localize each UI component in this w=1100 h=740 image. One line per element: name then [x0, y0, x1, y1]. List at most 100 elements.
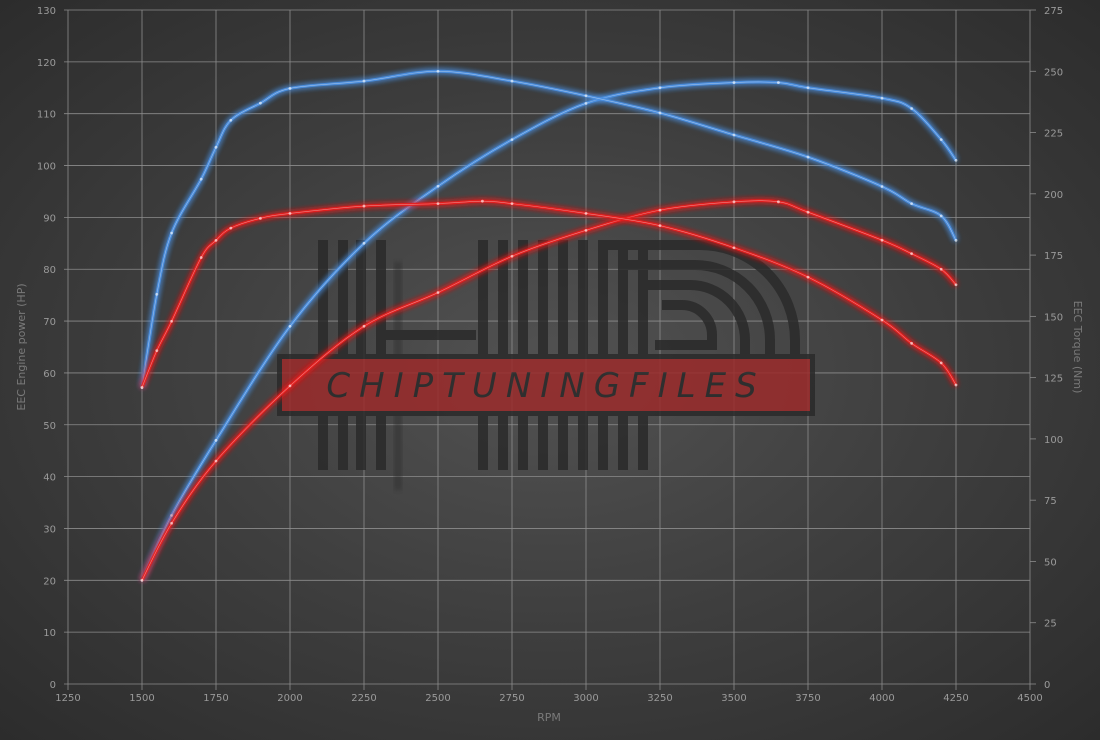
- stock-torque-point: [288, 212, 292, 215]
- tuned-power-line-core: [141, 81, 957, 581]
- tuned-power-point: [954, 158, 958, 162]
- stock-torque-line-core: [141, 200, 957, 388]
- tuned-torque-point: [170, 231, 174, 235]
- tuned-torque-point: [658, 111, 662, 115]
- x-tick-label: 4000: [869, 693, 894, 704]
- stock-torque-point: [732, 246, 736, 250]
- tuned-torque-point: [806, 155, 810, 159]
- tuned-torque-point: [954, 238, 958, 242]
- stock-power-point: [140, 578, 144, 582]
- y-left-tick-label: 20: [43, 576, 56, 587]
- stock-power-point: [170, 521, 174, 525]
- stock-power-point: [214, 459, 218, 463]
- stock-power-point: [939, 267, 943, 271]
- x-tick-label: 1250: [55, 693, 80, 704]
- y-left-tick-label: 70: [43, 317, 56, 328]
- x-tick-label: 4250: [943, 693, 968, 704]
- y-right-tick-label: 100: [1044, 435, 1063, 446]
- tuned-torque-point: [199, 177, 203, 181]
- tuned-power-point: [214, 438, 218, 442]
- stock-torque-point: [584, 212, 588, 215]
- stock-torque-point: [199, 256, 203, 259]
- x-tick-label: 2250: [351, 693, 376, 704]
- series-layer: [140, 69, 958, 582]
- stock-power-point: [436, 291, 440, 294]
- tuned-torque-point: [910, 202, 913, 206]
- tuned-power-point: [880, 96, 884, 100]
- y-right-tick-label: 250: [1044, 67, 1063, 78]
- stock-power-point: [910, 252, 913, 256]
- tuned-torque-point: [362, 79, 366, 83]
- tuned-torque-point: [732, 133, 736, 137]
- stock-power-point: [777, 200, 780, 204]
- x-tick-label: 3500: [721, 693, 746, 704]
- y-left-tick-label: 10: [43, 628, 56, 639]
- tuned-torque-point: [436, 69, 440, 73]
- y-left-tick-label: 100: [37, 162, 56, 173]
- stock-torque-point: [954, 383, 958, 387]
- stock-torque-point: [939, 361, 943, 365]
- tuned-power-point: [910, 107, 913, 110]
- tuned-torque-point: [584, 94, 588, 98]
- y-left-tick-label: 50: [43, 421, 56, 432]
- x-tick-label: 3250: [647, 693, 672, 704]
- tuned-torque-point: [155, 292, 159, 296]
- tuned-torque-series: [140, 69, 958, 389]
- logo-text: CHIPTUNINGFILES: [326, 366, 765, 406]
- stock-power-point: [658, 208, 662, 212]
- y-left-tick-label: 0: [50, 680, 56, 691]
- tuned-power-point: [584, 101, 588, 105]
- stock-power-point: [806, 210, 810, 214]
- tuned-torque-point: [880, 185, 884, 188]
- y-left-tick-label: 110: [37, 110, 56, 121]
- y-left-tick-label: 60: [43, 369, 56, 380]
- stock-torque-point: [880, 318, 884, 322]
- stock-torque-point: [229, 226, 233, 230]
- stock-torque-point: [140, 386, 144, 389]
- stock-torque-point: [362, 204, 366, 208]
- x-tick-label: 4500: [1017, 693, 1042, 704]
- y-left-tick-label: 40: [43, 473, 56, 484]
- y-left-tick-label: 90: [43, 213, 56, 224]
- x-tick-label: 3000: [573, 693, 598, 704]
- stock-torque-point: [510, 202, 514, 206]
- tuned-torque-point: [939, 214, 943, 218]
- y-left-tick-label: 130: [37, 6, 56, 17]
- axis-labels: RPM EEC Engine power (HP) EEC Torque (Nm…: [15, 283, 1084, 724]
- x-tick-label: 3750: [795, 693, 820, 704]
- tuned-torque-point: [214, 145, 218, 149]
- x-tick-label: 2000: [277, 693, 302, 704]
- stock-torque-point: [259, 216, 262, 220]
- tuned-power-series: [140, 80, 958, 582]
- y-left-tick-label: 80: [43, 265, 56, 276]
- stock-torque-point: [170, 319, 174, 323]
- stock-torque-point: [658, 224, 662, 228]
- stock-power-point: [880, 238, 884, 242]
- tuned-power-point: [658, 86, 662, 90]
- x-tick-label: 1750: [203, 693, 228, 704]
- tuned-power-point: [732, 81, 736, 84]
- stock-torque-point: [214, 238, 218, 242]
- tuned-power-line: [140, 80, 958, 581]
- tuned-torque-point: [288, 87, 292, 90]
- x-tick-label: 1500: [129, 693, 154, 704]
- y-right-tick-label: 150: [1044, 312, 1063, 323]
- y-right-tick-label: 125: [1044, 374, 1063, 385]
- stock-power-point: [510, 254, 514, 258]
- chiptuningfiles-logo: CHIPTUNINGFILES: [277, 240, 815, 490]
- x-tick-label: 2500: [425, 693, 450, 704]
- tuned-power-point: [362, 241, 366, 245]
- y-left-tick-label: 120: [37, 58, 56, 69]
- y-right-tick-label: 275: [1044, 6, 1063, 17]
- tuned-torque-point: [229, 118, 233, 122]
- y-right-tick-label: 175: [1044, 251, 1063, 262]
- tuned-power-point: [939, 138, 943, 142]
- stock-power-point: [362, 324, 366, 328]
- stock-torque-point: [155, 349, 159, 353]
- tuned-power-point: [170, 514, 174, 517]
- y-right-tick-label: 50: [1044, 557, 1057, 568]
- tuned-torque-point: [259, 101, 262, 105]
- stock-power-point: [288, 384, 292, 388]
